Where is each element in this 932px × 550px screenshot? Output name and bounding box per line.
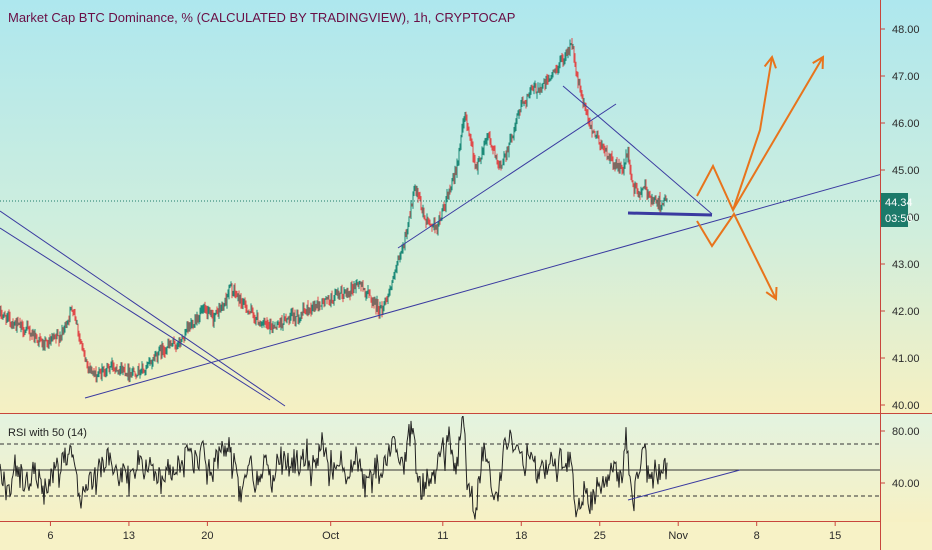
time-tick-label: 15 — [829, 530, 841, 542]
rsi-tick-label: 40.00 — [892, 478, 920, 490]
time-tick-label: 20 — [201, 530, 213, 542]
support-line[interactable] — [627, 211, 713, 217]
rsi-axis[interactable]: 80.00 40.00 — [880, 426, 920, 490]
price-tick-label: 40.00 — [892, 400, 920, 412]
rsi-trendline[interactable] — [627, 469, 741, 501]
price-tick-label: 41.00 — [892, 353, 920, 365]
arrow-head-right — [812, 55, 825, 70]
time-tick-label: 25 — [594, 530, 606, 542]
price-axis[interactable]: 48.0047.0046.0045.0044.0043.0042.0041.00… — [880, 24, 920, 412]
rsi-pane — [0, 416, 880, 520]
time-tick-label: 8 — [754, 530, 760, 542]
time-tick-label: 6 — [47, 530, 53, 542]
projection-path-right[interactable] — [732, 56, 824, 211]
downtrend-channel-lower[interactable] — [0, 227, 271, 401]
chart-title: Market Cap BTC Dominance, % (CALCULATED … — [8, 10, 515, 25]
trendlines — [0, 54, 932, 407]
candles — [0, 38, 880, 383]
time-axis-background — [0, 522, 932, 550]
arrow-head-upper — [763, 54, 777, 69]
main-pane-background — [0, 0, 932, 414]
time-axis[interactable]: 6 13 20 Oct 11 18 25 Nov 8 15 — [47, 522, 841, 542]
downtrend-channel-upper[interactable] — [0, 210, 286, 407]
long-uptrend-line[interactable] — [84, 160, 932, 399]
rsi-title: RSI with 50 (14) — [8, 427, 87, 439]
current-price-value: 44.34 — [885, 197, 913, 209]
descending-resistance-line[interactable] — [562, 85, 713, 215]
projection-path-lower[interactable] — [696, 212, 777, 300]
current-price-marker: 44.34 03:50 — [881, 193, 913, 227]
time-tick-label: Oct — [322, 530, 339, 542]
price-tick-label: 45.00 — [892, 165, 920, 177]
price-tick-label: 46.00 — [892, 118, 920, 130]
rsi-line — [0, 416, 668, 520]
time-tick-label: 18 — [515, 530, 527, 542]
arrow-head-lower — [765, 286, 778, 301]
mid-uptrend-line[interactable] — [397, 103, 617, 249]
time-tick-label: 13 — [123, 530, 135, 542]
price-tick-label: 43.00 — [892, 259, 920, 271]
price-tick-label: 47.00 — [892, 71, 920, 83]
price-tick-label: 48.00 — [892, 24, 920, 36]
time-tick-label: 11 — [437, 530, 448, 542]
time-tick-label: Nov — [668, 530, 688, 542]
rsi-tick-label: 80.00 — [892, 426, 920, 438]
current-price-countdown: 03:50 — [885, 213, 913, 225]
price-tick-label: 42.00 — [892, 306, 920, 318]
